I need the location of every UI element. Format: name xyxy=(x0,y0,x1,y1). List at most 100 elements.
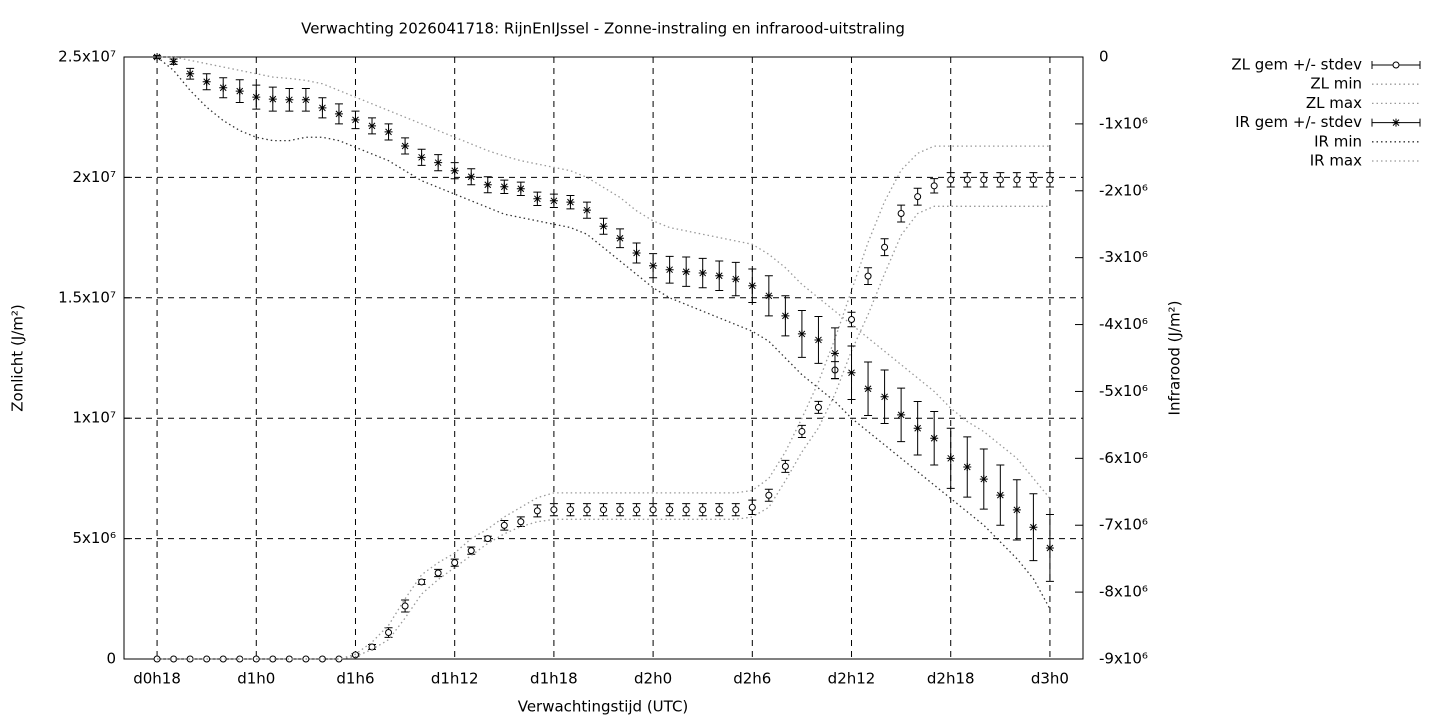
chart-title: Verwachting 2026041718: RijnEnIJssel - Z… xyxy=(301,20,905,38)
data-point xyxy=(864,272,872,280)
y-tick-label: 0 xyxy=(106,650,116,668)
data-point xyxy=(1045,543,1054,552)
y-tick-label: 1.5x10⁷ xyxy=(58,288,116,306)
data-point xyxy=(600,506,607,514)
x-tick-label: d2h12 xyxy=(828,670,876,688)
data-point xyxy=(516,184,525,193)
x-tick-label: d1h0 xyxy=(237,670,275,688)
data-point xyxy=(765,491,773,499)
x-tick-label: d2h18 xyxy=(927,670,975,688)
data-point xyxy=(632,248,641,257)
range-line xyxy=(157,205,1050,660)
legend-label: ZL gem +/- stdev xyxy=(1231,56,1362,74)
data-point xyxy=(384,127,393,136)
data-point xyxy=(335,655,343,663)
data-point xyxy=(797,329,806,338)
data-point xyxy=(946,454,955,463)
y-axis-label: Zonlicht (J/m²) xyxy=(9,304,27,412)
data-point xyxy=(169,57,178,66)
data-point xyxy=(748,503,756,511)
data-point xyxy=(533,194,542,203)
legend-label: ZL max xyxy=(1306,94,1362,112)
y2-tick-label: -6x10⁶ xyxy=(1099,449,1148,467)
data-point xyxy=(682,506,690,514)
data-point xyxy=(1029,176,1037,184)
data-point xyxy=(385,629,393,637)
y-tick-label: 2x10⁷ xyxy=(72,168,116,186)
y2-tick-label: -5x10⁶ xyxy=(1099,382,1148,400)
data-point xyxy=(715,271,724,280)
data-point xyxy=(1013,176,1021,184)
data-point xyxy=(450,166,459,175)
x-tick-label: d1h6 xyxy=(336,670,374,688)
data-point xyxy=(963,176,971,184)
data-point xyxy=(930,434,939,443)
y2-tick-label: -7x10⁶ xyxy=(1099,516,1148,534)
y-tick-label: 2.5x10⁷ xyxy=(58,48,116,66)
data-point xyxy=(334,109,343,118)
data-point xyxy=(401,602,409,610)
data-point xyxy=(550,506,558,514)
y-tick-label: 1x10⁷ xyxy=(72,409,116,427)
x-axis-label: Verwachtingstijd (UTC) xyxy=(518,698,689,716)
data-point xyxy=(996,176,1004,184)
data-point xyxy=(616,506,624,514)
data-point xyxy=(285,655,293,663)
data-point xyxy=(881,243,889,251)
data-point xyxy=(732,506,740,514)
data-point xyxy=(1012,505,1021,514)
data-point xyxy=(731,275,740,284)
x-tick-label: d2h0 xyxy=(634,670,672,688)
data-point xyxy=(549,196,558,205)
legend-label: IR max xyxy=(1310,152,1362,170)
data-point xyxy=(947,176,955,184)
data-point xyxy=(847,368,856,377)
legend-marker xyxy=(1392,61,1400,69)
data-point xyxy=(484,535,492,543)
data-point xyxy=(1046,176,1054,184)
data-point xyxy=(351,115,360,124)
data-point xyxy=(351,651,359,659)
data-point xyxy=(368,121,377,130)
data-point xyxy=(930,182,938,190)
x-tick-label: d0h18 xyxy=(133,670,181,688)
x-tick-label: d2h6 xyxy=(733,670,771,688)
data-point xyxy=(963,463,972,472)
y2-tick-label: -1x10⁶ xyxy=(1099,114,1148,132)
data-point xyxy=(318,103,327,112)
data-point xyxy=(285,95,294,104)
data-point xyxy=(434,569,442,577)
data-point xyxy=(748,281,757,290)
legend-label: IR min xyxy=(1314,132,1362,150)
data-point xyxy=(814,403,822,411)
range-line xyxy=(157,145,1050,660)
y2-tick-label: -3x10⁶ xyxy=(1099,248,1148,266)
data-point xyxy=(698,269,707,278)
data-point xyxy=(848,315,856,323)
data-point xyxy=(699,506,707,514)
data-point xyxy=(583,506,591,514)
data-point xyxy=(665,265,674,274)
data-point xyxy=(301,95,310,104)
data-point xyxy=(798,427,806,435)
data-point xyxy=(781,462,789,470)
data-point xyxy=(533,507,541,515)
data-point xyxy=(781,311,790,320)
data-point xyxy=(566,198,575,207)
data-point xyxy=(467,172,476,181)
y-tick-label: 5x10⁶ xyxy=(72,529,116,547)
y2-tick-label: -9x10⁶ xyxy=(1099,650,1148,668)
data-point xyxy=(500,521,508,529)
data-point xyxy=(649,261,658,270)
range-line xyxy=(157,56,1051,499)
y2-tick-label: -8x10⁶ xyxy=(1099,583,1148,601)
data-point xyxy=(897,210,905,218)
data-point xyxy=(517,518,525,526)
data-point xyxy=(418,578,426,586)
y2-axis-label: Infrarood (J/m²) xyxy=(1166,301,1184,416)
data-point xyxy=(451,559,459,567)
data-point xyxy=(186,655,194,663)
data-point xyxy=(666,506,674,514)
data-point xyxy=(996,491,1005,500)
